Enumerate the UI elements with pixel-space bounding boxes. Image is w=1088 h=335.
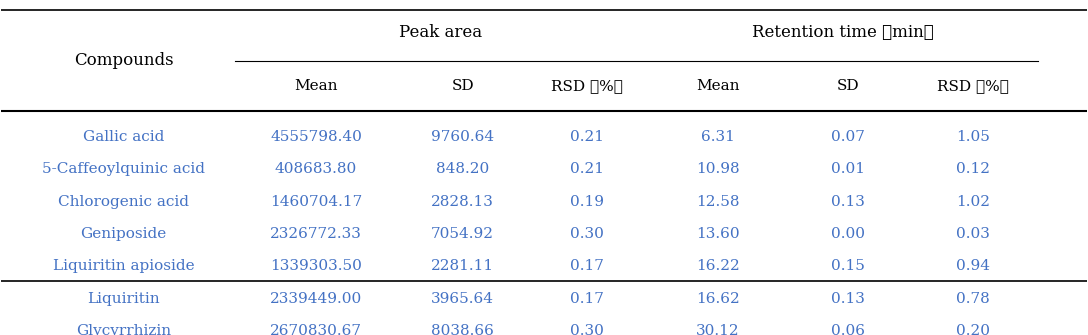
- Text: 1339303.50: 1339303.50: [270, 259, 362, 273]
- Text: 16.62: 16.62: [695, 291, 740, 306]
- Text: 0.15: 0.15: [831, 259, 865, 273]
- Text: 2326772.33: 2326772.33: [270, 227, 362, 241]
- Text: 0.01: 0.01: [831, 162, 865, 177]
- Text: 9760.64: 9760.64: [431, 130, 494, 144]
- Text: Gallic acid: Gallic acid: [83, 130, 164, 144]
- Text: 848.20: 848.20: [436, 162, 490, 177]
- Text: 0.00: 0.00: [831, 227, 865, 241]
- Text: 4555798.40: 4555798.40: [270, 130, 362, 144]
- Text: 0.06: 0.06: [831, 324, 865, 335]
- Text: 1.02: 1.02: [955, 195, 990, 209]
- Text: 7054.92: 7054.92: [431, 227, 494, 241]
- Text: 12.58: 12.58: [696, 195, 740, 209]
- Text: 1.05: 1.05: [955, 130, 990, 144]
- Text: 2670830.67: 2670830.67: [270, 324, 362, 335]
- Text: 0.19: 0.19: [570, 195, 605, 209]
- Text: Glycyrrhizin: Glycyrrhizin: [76, 324, 171, 335]
- Text: Mean: Mean: [696, 79, 740, 93]
- Text: SD: SD: [837, 79, 860, 93]
- Text: 0.13: 0.13: [831, 195, 865, 209]
- Text: 30.12: 30.12: [696, 324, 740, 335]
- Text: 0.94: 0.94: [955, 259, 990, 273]
- Text: RSD （%）: RSD （%）: [937, 79, 1009, 93]
- Text: 0.17: 0.17: [570, 291, 604, 306]
- Text: 0.21: 0.21: [570, 130, 605, 144]
- Text: 0.07: 0.07: [831, 130, 865, 144]
- Text: 0.17: 0.17: [570, 259, 604, 273]
- Text: Compounds: Compounds: [74, 52, 173, 69]
- Text: 16.22: 16.22: [695, 259, 740, 273]
- Text: Geniposide: Geniposide: [81, 227, 166, 241]
- Text: 6.31: 6.31: [701, 130, 734, 144]
- Text: 2281.11: 2281.11: [431, 259, 494, 273]
- Text: 0.78: 0.78: [955, 291, 990, 306]
- Text: 2339449.00: 2339449.00: [270, 291, 362, 306]
- Text: 5-Caffeoylquinic acid: 5-Caffeoylquinic acid: [42, 162, 205, 177]
- Text: 0.30: 0.30: [570, 227, 604, 241]
- Text: SD: SD: [452, 79, 474, 93]
- Text: Chlorogenic acid: Chlorogenic acid: [58, 195, 189, 209]
- Text: RSD （%）: RSD （%）: [552, 79, 623, 93]
- Text: 10.98: 10.98: [696, 162, 740, 177]
- Text: Mean: Mean: [295, 79, 338, 93]
- Text: Liquiritin: Liquiritin: [87, 291, 160, 306]
- Text: 0.03: 0.03: [955, 227, 990, 241]
- Text: Peak area: Peak area: [399, 24, 482, 41]
- Text: 408683.80: 408683.80: [275, 162, 357, 177]
- Text: 2828.13: 2828.13: [431, 195, 494, 209]
- Text: 0.13: 0.13: [831, 291, 865, 306]
- Text: 0.12: 0.12: [955, 162, 990, 177]
- Text: 13.60: 13.60: [696, 227, 740, 241]
- Text: Retention time （min）: Retention time （min）: [752, 24, 934, 41]
- Text: Liquiritin apioside: Liquiritin apioside: [52, 259, 195, 273]
- Text: 0.30: 0.30: [570, 324, 604, 335]
- Text: 3965.64: 3965.64: [431, 291, 494, 306]
- Text: 0.20: 0.20: [955, 324, 990, 335]
- Text: 1460704.17: 1460704.17: [270, 195, 362, 209]
- Text: 8038.66: 8038.66: [431, 324, 494, 335]
- Text: 0.21: 0.21: [570, 162, 605, 177]
